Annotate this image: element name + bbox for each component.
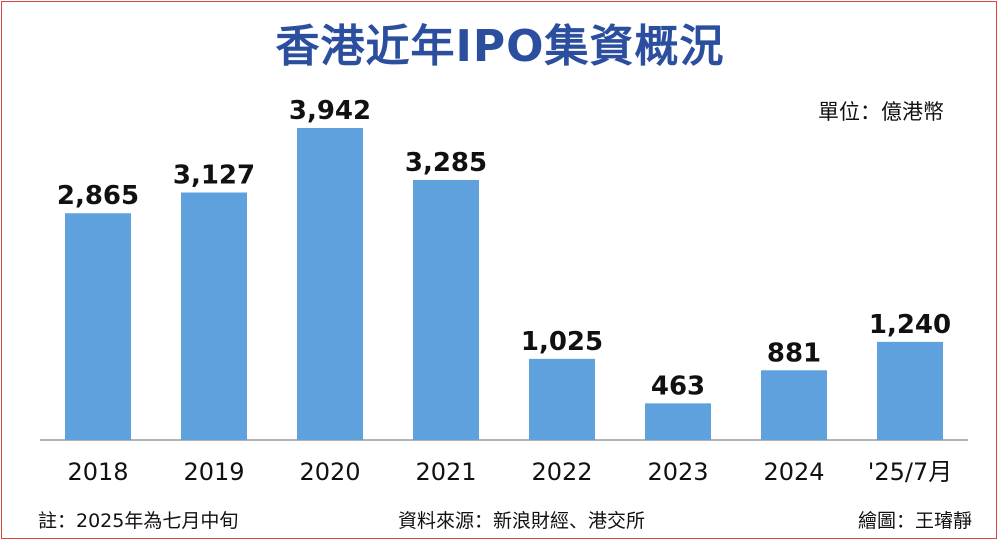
data-label-2: 3,942 — [289, 96, 371, 126]
data-label-4: 1,025 — [521, 327, 603, 357]
data-label-3: 3,285 — [405, 148, 487, 178]
data-label-5: 463 — [651, 371, 705, 401]
footnote: 註：2025年為七月中旬 — [38, 510, 239, 532]
bar-1 — [181, 192, 247, 440]
x-tick-label-1: 2019 — [183, 458, 244, 486]
unit-label: 單位：億港幣 — [818, 100, 944, 124]
bar-6 — [761, 370, 827, 440]
x-tick-label-0: 2018 — [67, 458, 128, 486]
x-tick-label-5: 2023 — [647, 458, 708, 486]
x-tick-label-3: 2021 — [415, 458, 476, 486]
chart-title: 香港近年IPO集資概況 — [275, 21, 725, 72]
x-tick-label-6: 2024 — [763, 458, 824, 486]
x-tick-label-2: 2020 — [299, 458, 360, 486]
data-label-7: 1,240 — [869, 310, 951, 340]
data-label-1: 3,127 — [173, 161, 255, 191]
bar-7 — [877, 341, 943, 440]
credit-note: 繪圖：王璿靜 — [857, 510, 972, 532]
bar-2 — [297, 128, 363, 440]
x-tick-label-7: '25/7月 — [868, 458, 953, 486]
x-tick-label-4: 2022 — [531, 458, 592, 486]
data-label-0: 2,865 — [57, 181, 139, 211]
bar-3 — [413, 180, 479, 440]
bar-4 — [529, 358, 595, 440]
bar-5 — [645, 403, 711, 440]
bar-0 — [65, 213, 131, 440]
source-note: 資料來源：新浪財經、港交所 — [398, 510, 646, 532]
data-label-6: 881 — [767, 338, 821, 368]
